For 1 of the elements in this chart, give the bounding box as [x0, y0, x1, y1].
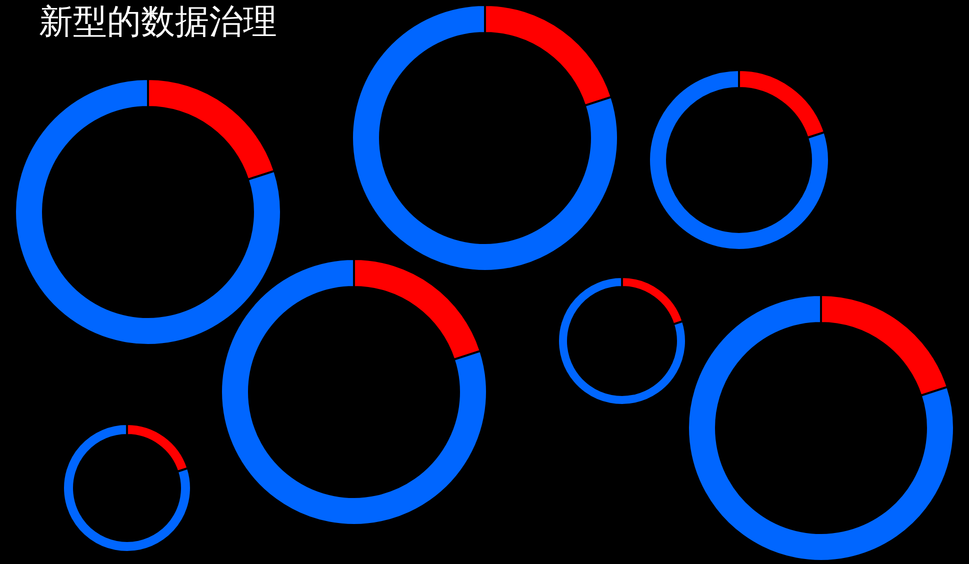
chart-title: 新型的数据治理 [39, 2, 277, 42]
